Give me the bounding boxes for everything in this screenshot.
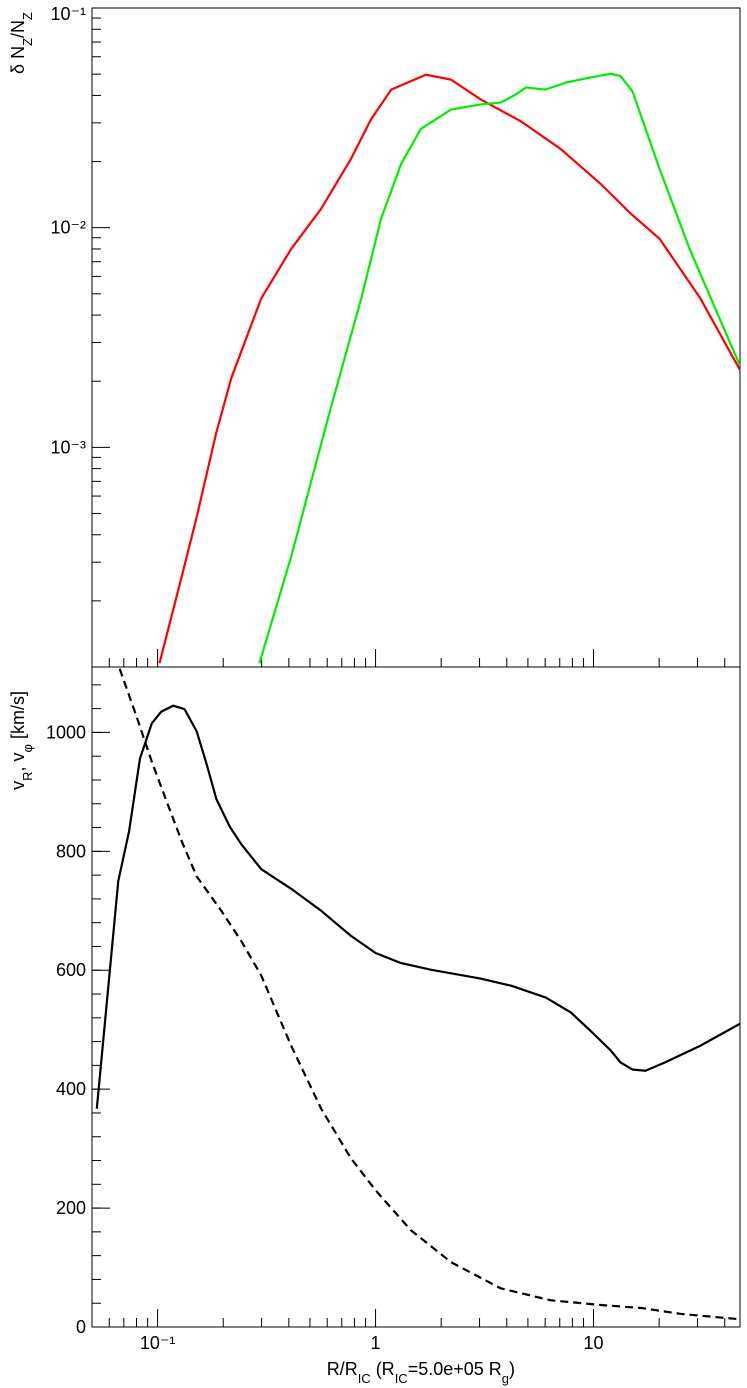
series-line: [95, 704, 740, 1109]
x-axis-label-part: g: [502, 1371, 509, 1386]
y-axis-label-part: φ: [20, 744, 35, 752]
y-axis-label: δ NZ/NZ: [8, 12, 35, 74]
x-axis-label-part: IC: [358, 1371, 371, 1386]
x-axis-label-part: =5.0e+05 R: [408, 1359, 502, 1379]
y-axis-label-part: v: [8, 781, 28, 790]
series-line: [158, 73, 740, 664]
x-axis-label-part: IC: [395, 1371, 408, 1386]
x-axis-label-part: ): [509, 1359, 515, 1379]
x-axis-label-part: R/R: [327, 1359, 358, 1379]
y-tick-label: 0: [76, 1317, 86, 1337]
x-tick-label: 10: [583, 1333, 603, 1353]
y-axis-label-part: Z: [20, 38, 35, 46]
y-tick-label: 600: [56, 960, 86, 980]
x-tick-label: 10⁻¹: [140, 1333, 176, 1353]
y-tick-label: 1000: [46, 722, 86, 742]
y-tick-label: 800: [56, 841, 86, 861]
frame: [91, 666, 741, 1328]
series-line: [118, 668, 740, 1321]
series-line: [258, 72, 740, 664]
y-axis-label-part: R: [20, 771, 35, 780]
y-tick-label: 10⁻¹: [50, 4, 86, 24]
y-axis-label-part: δ N: [8, 46, 28, 74]
y-tick-label: 400: [56, 1079, 86, 1099]
y-axis-label-part: [km/s]: [8, 691, 28, 744]
y-axis-label-part: /N: [8, 20, 28, 38]
y-axis-label-part: , v: [8, 752, 28, 771]
x-axis-label: R/RIC (RIC=5.0e+05 Rg): [327, 1359, 515, 1386]
y-tick-label: 200: [56, 1198, 86, 1218]
y-tick-label: 10⁻²: [50, 218, 86, 238]
frame: [91, 7, 741, 668]
y-axis-label: vR, vφ [km/s]: [8, 691, 35, 790]
x-tick-label: 1: [371, 1333, 381, 1353]
x-axis-label-part: (R: [371, 1359, 395, 1379]
y-tick-label: 10⁻³: [50, 437, 86, 457]
y-axis-label-part: Z: [20, 12, 35, 20]
